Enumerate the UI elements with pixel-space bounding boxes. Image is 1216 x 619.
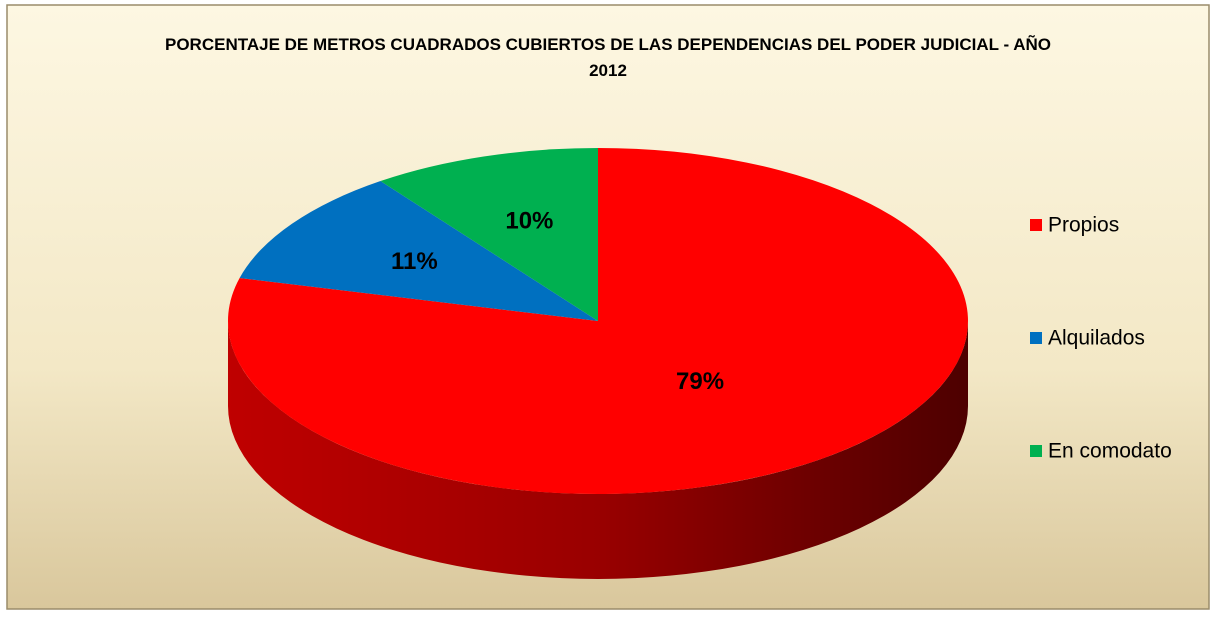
- legend: Propios Alquilados En comodato: [1030, 214, 1172, 463]
- pie-slice-side: [228, 321, 968, 579]
- data-label: 11%: [391, 248, 438, 275]
- pie: 79% 11% 10%: [228, 148, 968, 579]
- data-label: 10%: [505, 208, 553, 235]
- data-label: 79%: [676, 368, 724, 395]
- chart-title: PORCENTAJE DE METROS CUADRADOS CUBIERTOS…: [165, 35, 1051, 80]
- legend-swatch: [1030, 219, 1042, 231]
- legend-swatch: [1030, 332, 1042, 344]
- legend-swatch: [1030, 445, 1042, 457]
- legend-label: En comodato: [1048, 440, 1172, 463]
- pie-slice: [239, 181, 598, 321]
- legend-label: Alquilados: [1048, 327, 1145, 350]
- pie-slice: [228, 148, 968, 495]
- pie-slice: [380, 148, 598, 321]
- legend-label: Propios: [1048, 214, 1119, 237]
